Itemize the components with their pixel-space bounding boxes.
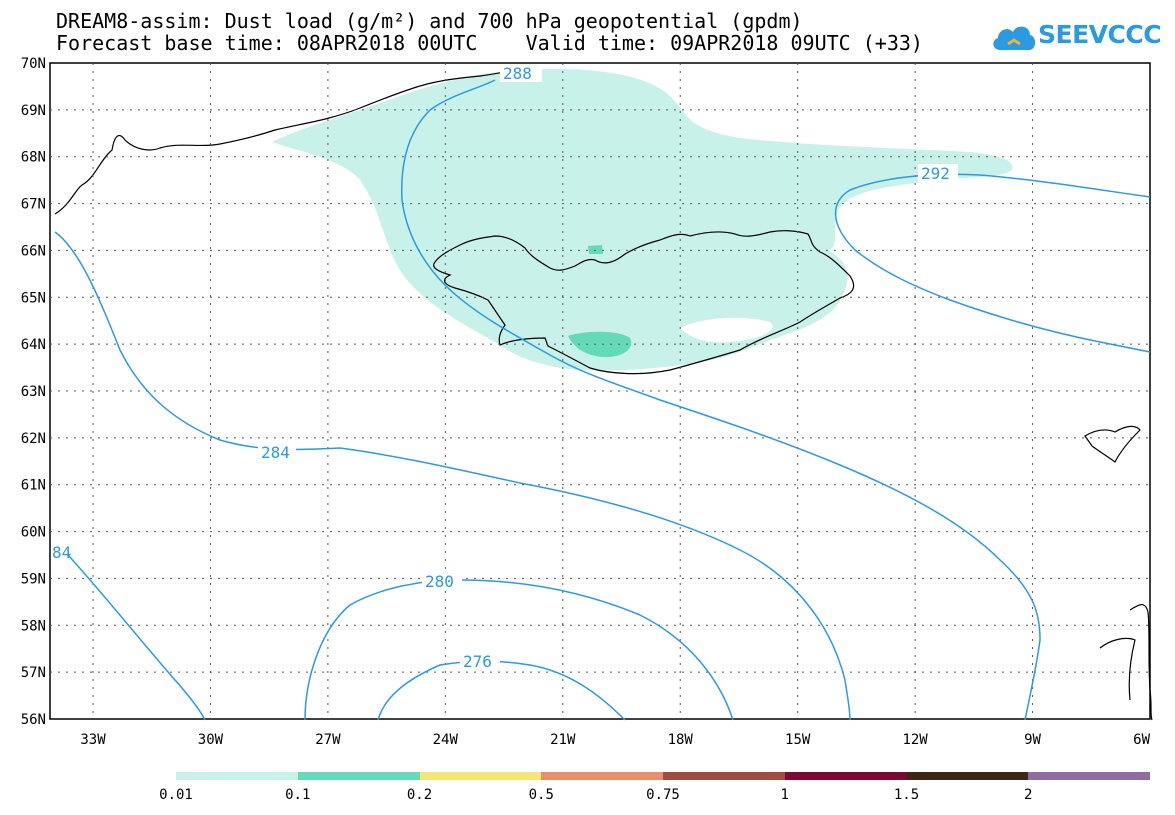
contour-label-288: 288 [503, 64, 532, 83]
coastlines [54, 69, 1153, 721]
colorbar-label: 1 [780, 787, 789, 803]
map-title-block: DREAM8-assim: Dust load (g/m²) and 700 h… [56, 10, 923, 54]
colorbar-swatch [541, 772, 663, 780]
latitude-tick-label: 59N [21, 571, 46, 587]
longitude-tick-label: 27W [315, 732, 341, 748]
scotland-coastline [1099, 604, 1153, 721]
contour-label-284: 284 [261, 443, 290, 462]
colorbar-label: 1.5 [893, 787, 920, 803]
latitude-tick-label: 67N [21, 197, 46, 213]
longitude-tick-label: 18W [668, 732, 694, 748]
contour-284 [54, 231, 851, 721]
dust-clear-patch [680, 317, 773, 343]
colorbar-label: 2 [1024, 787, 1033, 803]
greenland-coastline [54, 69, 516, 215]
dust-load-colorbar [176, 772, 1150, 780]
longitude-tick-label: 15W [785, 732, 811, 748]
forecast-time-line: Forecast base time: 08APR2018 00UTC Vali… [56, 31, 923, 55]
latitude-tick-label: 61N [21, 478, 46, 494]
colorbar-swatch [297, 772, 420, 780]
latitude-tick-label: 64N [21, 337, 46, 353]
longitude-tick-label: 24W [433, 732, 459, 748]
colorbar-swatch [1028, 772, 1150, 780]
longitude-tick-label: 21W [550, 732, 576, 748]
logo-text: SEEVCCC [1038, 20, 1162, 49]
contour-84 [67, 554, 206, 721]
longitude-labels: 33W 30W 27W 24W 21W 18W 15W 12W 9W 6W [80, 732, 1150, 748]
contour-label-280: 280 [425, 572, 454, 591]
colorbar-swatch [906, 772, 1029, 780]
latitude-tick-label: 66N [21, 243, 46, 259]
latitude-tick-label: 69N [21, 103, 46, 119]
contour-288 [401, 79, 1041, 721]
latitude-tick-label: 65N [21, 290, 46, 306]
latitude-tick-label: 57N [21, 665, 46, 681]
colorbar-label: 0.5 [528, 787, 554, 803]
contour-276 [377, 660, 626, 721]
dust-load-region [272, 68, 1013, 371]
latitude-tick-label: 60N [21, 525, 46, 541]
contour-280 [304, 579, 734, 721]
colorbar-label: 0.75 [646, 787, 680, 803]
latitude-tick-label: 68N [21, 150, 46, 166]
colorbar-label: 0.1 [285, 787, 311, 803]
colorbar-label: 0.01 [159, 787, 193, 803]
latitude-tick-label: 56N [21, 712, 46, 728]
contour-label-84: 84 [52, 543, 71, 562]
graticule [50, 63, 1150, 719]
latitude-tick-label: 62N [21, 431, 46, 447]
longitude-tick-label: 12W [902, 732, 928, 748]
colorbar-swatch [663, 772, 785, 780]
longitude-tick-label: 9W [1024, 732, 1041, 748]
dust-high-north-spot [588, 245, 603, 254]
colorbar-swatch [176, 772, 298, 780]
latitude-tick-label: 63N [21, 384, 46, 400]
latitude-tick-label: 58N [21, 618, 46, 634]
contour-label-group: 288 292 284 84 280 276 [52, 64, 958, 671]
latitude-tick-label: 70N [21, 56, 46, 72]
contour-label-276: 276 [463, 652, 492, 671]
colorbar-swatch [419, 772, 542, 780]
seevccc-logo: SEEVCCC [990, 16, 1162, 58]
contour-label-292: 292 [921, 164, 950, 183]
colorbar-label: 0.2 [406, 787, 433, 803]
contour-292 [834, 173, 1151, 353]
longitude-tick-label: 6W [1133, 732, 1150, 748]
colorbar-swatch [784, 772, 907, 780]
dust-high-region [568, 331, 632, 358]
iceland-coastline [433, 230, 855, 375]
latitude-labels: 70N 69N 68N 67N 66N 65N 64N 63N 62N 61N 60N 59N 58N 5… [21, 56, 46, 728]
longitude-tick-label: 30W [198, 732, 224, 748]
dust-plume [272, 68, 1013, 371]
cloud-icon [993, 26, 1036, 50]
faroe-islands [1084, 425, 1141, 463]
map-title: DREAM8-assim: Dust load (g/m²) and 700 h… [56, 9, 803, 33]
longitude-tick-label: 33W [80, 732, 106, 748]
